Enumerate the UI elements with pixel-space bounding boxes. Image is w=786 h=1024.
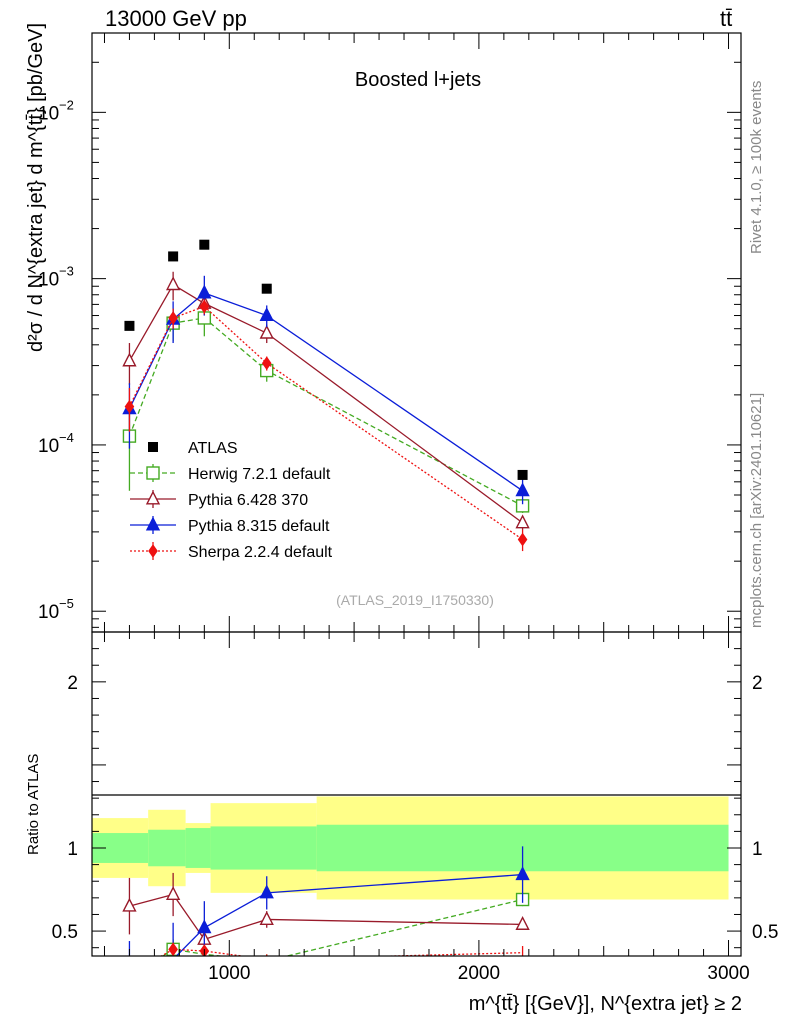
main-frame: [91, 32, 742, 633]
legend-label: Herwig 7.2.1 default: [188, 466, 331, 483]
series-line-2: [128, 292, 523, 492]
legend-marker: [146, 466, 160, 480]
series-marker-3: [517, 532, 528, 547]
legend-label: Sherpa 2.2.4 default: [188, 544, 333, 561]
y-tick-exponent-main: −3: [59, 264, 74, 279]
series-marker-3: [124, 399, 135, 414]
x-tick-label: 1000: [208, 963, 250, 984]
x-tick-label: 3000: [707, 963, 749, 984]
y-axis-label-main: d²σ / d N^{extra jet} d m^{tt̄} [pb/GeV]: [25, 23, 47, 352]
y-tick-label-ratio: 2: [67, 673, 78, 694]
y-tick-label-main: 10: [38, 270, 59, 291]
ratio-band-inner-1: [148, 829, 186, 867]
series-marker-3: [261, 356, 272, 371]
y-tick-label-ratio: 0.5: [52, 922, 78, 943]
ratio-band-inner-3: [210, 826, 317, 870]
y-tick-exponent-main: −2: [59, 97, 74, 112]
side-label-rivet: Rivet 4.1.0, ≥ 100k events: [748, 81, 765, 254]
y-tick-exponent-main: −5: [59, 596, 74, 611]
ratio-marker-1: [515, 915, 530, 930]
header-energy: 13000 GeV pp: [105, 6, 247, 31]
ratio-marker-1: [165, 886, 181, 901]
y-tick-label-main: 10: [38, 103, 59, 124]
y-tick-label-ratio: 1: [67, 839, 78, 860]
legend-label: Pythia 8.315 default: [188, 518, 330, 535]
x-axis-label: m^{tt̄} [{GeV}], N^{extra jet} ≥ 2: [469, 993, 742, 1015]
data-point: [168, 251, 179, 262]
series-marker-3: [168, 311, 178, 325]
header-process: tt̄: [720, 6, 732, 31]
ratio-marker-1: [259, 911, 274, 925]
legend-marker: [148, 544, 158, 558]
main-panel: 10−210−310−410−5 Boosted l+jets (ATLAS_2…: [25, 23, 742, 633]
ratio-marker-2: [515, 866, 530, 881]
legend-marker: [145, 490, 161, 505]
ratio-band-inner-2: [185, 828, 211, 868]
y-tick-label-ratio-right: 2: [752, 673, 763, 694]
data-point: [517, 469, 528, 480]
y-tick-exponent-main: −4: [59, 430, 74, 445]
series-marker-2: [197, 284, 212, 299]
data-point: [261, 283, 272, 294]
y-tick-label-ratio-right: 1: [752, 839, 763, 860]
series-marker-2: [515, 482, 530, 497]
ratio-marker-2: [197, 919, 212, 934]
y-tick-label-ratio-right: 0.5: [752, 922, 778, 943]
watermark: (ATLAS_2019_I1750330): [336, 592, 494, 608]
ratio-frame: [91, 631, 742, 957]
legend-marker: [148, 442, 158, 452]
series-marker-3: [199, 299, 210, 314]
y-tick-label-main: 10: [38, 436, 59, 457]
ratio-marker-2: [259, 884, 274, 899]
legend-marker: [145, 516, 161, 531]
y-tick-label-main: 10: [38, 602, 59, 623]
ratio-marker-1: [122, 897, 137, 912]
x-tick-label: 2000: [458, 963, 500, 984]
ratio-line-1: [129, 893, 523, 941]
y-axis-label-ratio: Ratio to ATLAS: [25, 754, 42, 855]
series-marker-1: [515, 514, 530, 529]
series-marker-1: [259, 324, 274, 339]
legend-label: ATLAS: [188, 440, 238, 457]
legend-label: Pythia 6.428 370: [188, 492, 308, 509]
side-label-mcplots: mcplots.cern.ch [arXiv:2401.10621]: [748, 393, 765, 628]
plot-title: Boosted l+jets: [355, 69, 481, 91]
ratio-panel: 0.5 0.5 1 1 2 2 Ratio to ATLAS: [25, 631, 778, 957]
series-marker-2: [259, 307, 274, 322]
data-point: [124, 320, 135, 331]
series-marker-1: [122, 352, 137, 367]
ratio-marker-3: [168, 942, 178, 956]
data-point: [199, 239, 210, 250]
series-marker-1: [165, 276, 181, 291]
